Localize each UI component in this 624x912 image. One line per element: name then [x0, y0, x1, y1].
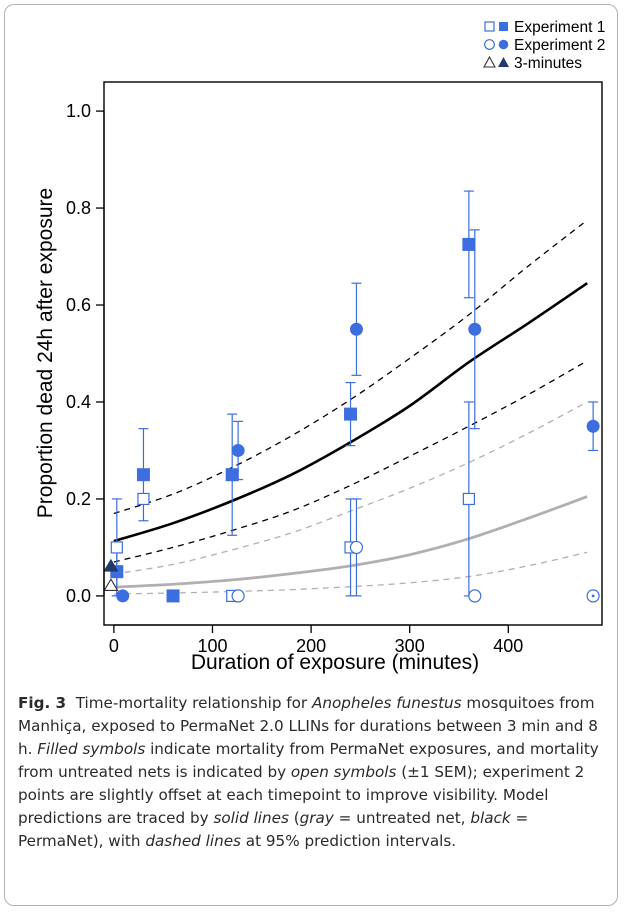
caption-part: = untreated net, — [333, 809, 471, 827]
caption-part: at 95% prediction intervals. — [240, 832, 457, 850]
circle-marker — [468, 589, 482, 603]
error-bars — [111, 190, 599, 597]
square-marker — [344, 407, 358, 421]
square-marker — [110, 541, 123, 554]
circle-marker — [349, 322, 363, 336]
legend-open-circle — [484, 39, 495, 50]
square-marker — [137, 492, 150, 506]
triangle-marker — [103, 578, 119, 591]
legend-open-square — [484, 21, 495, 32]
circle-marker — [116, 589, 130, 603]
y-tick-label: 0.8 — [66, 198, 91, 218]
circle-marker — [349, 540, 364, 555]
legend-label: Experiment 2 — [514, 37, 605, 54]
figure-label: Fig. 3 — [18, 694, 67, 712]
y-tick-label: 0.2 — [66, 489, 91, 509]
square-marker — [225, 468, 239, 482]
caption-part: (±1 SEM); experiment 2 points are slight… — [18, 763, 585, 827]
square-marker — [462, 492, 475, 506]
x-axis-label: Duration of exposure (minutes) — [191, 651, 479, 674]
model-line — [113, 401, 588, 575]
caption-part: Anopheles funestus — [312, 694, 462, 712]
triangle-marker — [103, 558, 119, 572]
circle-marker — [231, 589, 245, 603]
caption-text: Time-mortality relationship for Anophele… — [18, 694, 599, 850]
x-axis: 0 100 200 300 400 — [109, 624, 523, 656]
legend-filled-circle — [498, 39, 509, 50]
y-axis: 0.0 0.2 0.4 0.6 0.8 1.0 — [66, 101, 105, 606]
legend-label: Experiment 1 — [514, 19, 605, 36]
caption-part: indicate mortality from PermaNet exposur… — [18, 740, 599, 781]
mortality-chart: 0 100 200 300 400 0.0 0.2 0.4 0.6 0.8 1.0 Duratio… — [34, 19, 605, 674]
y-axis-label: Proportion dead 24h after exposure — [34, 188, 57, 518]
model-line — [113, 360, 588, 563]
y-tick-label: 0.4 — [66, 392, 91, 412]
y-tick-label: 0.6 — [66, 295, 91, 315]
circle-marker — [231, 443, 245, 457]
x-tick-label: 400 — [493, 636, 523, 656]
model-line — [113, 219, 588, 515]
figure-caption: Fig. 3 Time-mortality relationship for A… — [18, 692, 614, 853]
legend-filled-square — [499, 22, 508, 31]
circle-marker — [586, 419, 600, 433]
legend-filled-triangle — [498, 57, 509, 67]
caption-part: open symbols — [290, 763, 397, 781]
legend-open-triangle — [483, 55, 496, 68]
caption-part: solid lines — [213, 809, 289, 827]
x-tick-label: 100 — [197, 636, 227, 656]
circle-marker-dot — [591, 594, 595, 598]
x-tick-label: 300 — [395, 636, 425, 656]
caption-part: = PermaNet), with — [18, 809, 529, 850]
circle-marker — [468, 322, 482, 336]
square-marker — [136, 468, 150, 482]
y-tick-label: 0.0 — [66, 586, 91, 606]
x-tick-label: 200 — [296, 636, 326, 656]
caption-part: mosquitoes from Manhiça, exposed to Perm… — [18, 694, 598, 758]
caption-part: Time-mortality relationship for — [75, 694, 312, 712]
caption-part: gray — [299, 809, 334, 827]
square-marker — [166, 589, 180, 603]
y-tick-label: 1.0 — [66, 101, 91, 121]
caption-part: Filled symbols — [37, 740, 146, 758]
caption-part: ( — [288, 809, 300, 827]
figure-frame — [4, 4, 618, 906]
caption-part: black — [470, 809, 511, 827]
square-marker — [462, 237, 476, 251]
x-tick-label: 0 — [109, 636, 119, 656]
legend-label: 3-minutes — [514, 55, 582, 72]
caption-part: dashed lines — [145, 832, 241, 850]
data-points — [103, 237, 600, 603]
